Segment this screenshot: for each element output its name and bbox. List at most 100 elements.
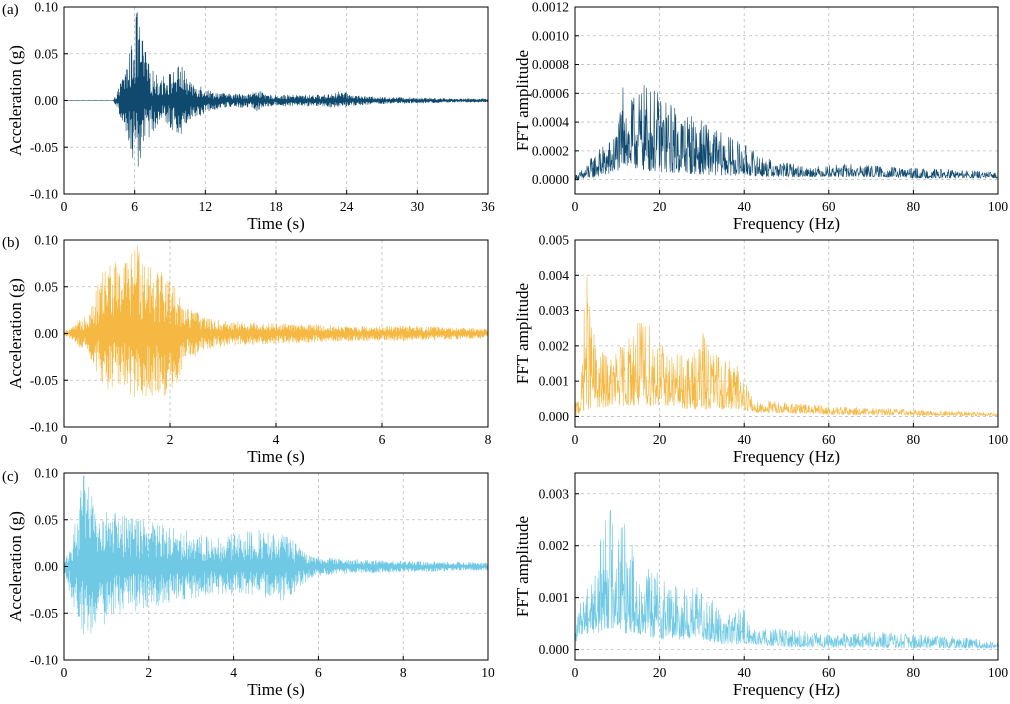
y-tick-label: 0.05 bbox=[34, 512, 58, 527]
y-tick-label: 0.0012 bbox=[532, 0, 569, 15]
x-tick-label: 0 bbox=[61, 199, 68, 214]
series-line-c-fft bbox=[574, 510, 999, 649]
x-axis-title: Time (s) bbox=[247, 680, 304, 699]
y-tick-label: 0.0006 bbox=[532, 86, 569, 101]
x-tick-label: 80 bbox=[907, 199, 921, 214]
y-tick-label: 0.00 bbox=[34, 93, 58, 108]
x-tick-label: 100 bbox=[988, 665, 1009, 680]
y-tick-label: -0.05 bbox=[30, 373, 58, 388]
series-line-a-fft bbox=[574, 85, 999, 180]
y-tick-label: 0.002 bbox=[539, 338, 569, 353]
x-tick-label: 60 bbox=[822, 199, 836, 214]
x-tick-label: 6 bbox=[379, 432, 386, 447]
x-tick-label: 10 bbox=[481, 665, 495, 680]
y-tick-label: 0.001 bbox=[539, 374, 569, 389]
y-tick-label: 0.0004 bbox=[532, 115, 569, 130]
x-axis-title: Frequency (Hz) bbox=[733, 447, 840, 466]
y-tick-label: 0.10 bbox=[34, 0, 58, 15]
chart-b-time: 0 2 4 6 8 -0.10 -0.05 0.00 0.05 0.10 Time (s) Accel… bbox=[6, 233, 492, 467]
y-tick-label: 0.0002 bbox=[532, 143, 569, 158]
x-tick-label: 40 bbox=[737, 199, 751, 214]
x-tick-label: 20 bbox=[653, 665, 667, 680]
y-tick-label: 0.001 bbox=[539, 590, 569, 605]
x-tick-label: 2 bbox=[167, 432, 174, 447]
chart-a-time: 0 6 12 18 24 30 36 -0.10 -0.05 0.00 0.05 0.10 Time (… bbox=[6, 0, 495, 233]
x-axis-title: Frequency (Hz) bbox=[733, 680, 840, 699]
y-tick-label: 0.000 bbox=[539, 409, 570, 424]
plot-frame bbox=[574, 472, 999, 661]
x-tick-label: 100 bbox=[988, 432, 1009, 447]
x-tick-label: 0 bbox=[572, 199, 579, 214]
panel-label-b: (b) bbox=[2, 235, 20, 251]
series-line-a-time bbox=[64, 12, 489, 167]
y-tick-label: -0.10 bbox=[30, 653, 58, 668]
x-tick-label: 2 bbox=[145, 665, 152, 680]
series-line-b-time bbox=[63, 245, 489, 398]
x-tick-label: 4 bbox=[273, 432, 280, 447]
x-tick-label: 40 bbox=[737, 432, 751, 447]
x-tick-label: 0 bbox=[572, 665, 579, 680]
y-tick-label: 0.00 bbox=[34, 559, 58, 574]
x-tick-label: 6 bbox=[131, 199, 138, 214]
x-tick-label: 40 bbox=[737, 665, 751, 680]
x-tick-label: 80 bbox=[907, 665, 921, 680]
x-tick-label: 0 bbox=[61, 665, 68, 680]
x-tick-label: 12 bbox=[199, 199, 213, 214]
y-axis-title: Acceleration (g) bbox=[6, 45, 25, 156]
y-tick-label: -0.10 bbox=[30, 420, 58, 435]
y-tick-label: 0.004 bbox=[539, 268, 570, 283]
x-tick-label: 20 bbox=[653, 432, 667, 447]
x-tick-label: 60 bbox=[822, 665, 836, 680]
y-tick-label: 0.003 bbox=[539, 486, 570, 501]
plot-frame bbox=[574, 239, 999, 428]
x-tick-label: 36 bbox=[481, 199, 495, 214]
x-tick-label: 18 bbox=[269, 199, 283, 214]
x-tick-label: 6 bbox=[315, 665, 322, 680]
y-tick-label: 0.003 bbox=[539, 303, 570, 318]
x-tick-label: 0 bbox=[61, 432, 68, 447]
y-axis-title: FFT amplitude bbox=[513, 50, 532, 151]
y-axis-title: FFT amplitude bbox=[513, 283, 532, 384]
x-tick-label: 30 bbox=[411, 199, 425, 214]
chart-a-fft: 0 20 40 60 80 100 0.0000 0.0002 0.0004 0.0006 0.00… bbox=[513, 0, 1008, 233]
x-tick-label: 8 bbox=[400, 665, 407, 680]
y-tick-label: -0.05 bbox=[30, 140, 58, 155]
x-tick-label: 20 bbox=[653, 199, 667, 214]
y-tick-label: 0.0008 bbox=[532, 57, 569, 72]
panel-label-c: (c) bbox=[2, 469, 19, 485]
x-axis-title: Time (s) bbox=[247, 214, 304, 233]
y-tick-label: 0.0000 bbox=[532, 172, 569, 187]
y-tick-label: -0.10 bbox=[30, 187, 58, 202]
series-line-c-time bbox=[63, 475, 489, 635]
x-axis-title: Time (s) bbox=[247, 447, 304, 466]
x-tick-label: 4 bbox=[230, 665, 237, 680]
panel-label-a: (a) bbox=[2, 2, 19, 18]
x-tick-label: 24 bbox=[340, 199, 354, 214]
x-tick-label: 100 bbox=[988, 199, 1009, 214]
y-tick-label: 0.000 bbox=[539, 642, 570, 657]
y-tick-label: 0.002 bbox=[539, 538, 569, 553]
chart-c-time: 0 2 4 6 8 10 -0.10 -0.05 0.00 0.05 0.10 Time (s) Acc… bbox=[6, 466, 495, 700]
chart-c-fft: 0 20 40 60 80 100 0.000 0.001 0.002 0.003 Frequenc… bbox=[513, 472, 1009, 699]
y-axis-title: Acceleration (g) bbox=[6, 511, 25, 622]
x-axis-title: Frequency (Hz) bbox=[733, 214, 840, 233]
y-axis-title: Acceleration (g) bbox=[6, 278, 25, 389]
x-tick-label: 60 bbox=[822, 432, 836, 447]
y-tick-label: 0.05 bbox=[34, 46, 58, 61]
chart-b-fft: 0 20 40 60 80 100 0.000 0.001 0.002 0.003 0.004 0.0… bbox=[513, 233, 1008, 467]
y-tick-label: 0.005 bbox=[539, 233, 570, 248]
x-tick-label: 8 bbox=[485, 432, 492, 447]
y-tick-label: 0.00 bbox=[34, 326, 58, 341]
y-tick-label: 0.10 bbox=[34, 233, 58, 248]
y-axis-title: FFT amplitude bbox=[513, 516, 532, 617]
y-tick-label: 0.0010 bbox=[532, 28, 569, 43]
plot-frame bbox=[574, 6, 999, 195]
y-tick-label: 0.10 bbox=[34, 466, 58, 481]
x-tick-label: 0 bbox=[572, 432, 579, 447]
y-tick-label: -0.05 bbox=[30, 606, 58, 621]
series-line-b-fft bbox=[574, 276, 999, 417]
y-tick-label: 0.05 bbox=[34, 279, 58, 294]
x-tick-label: 80 bbox=[907, 432, 921, 447]
